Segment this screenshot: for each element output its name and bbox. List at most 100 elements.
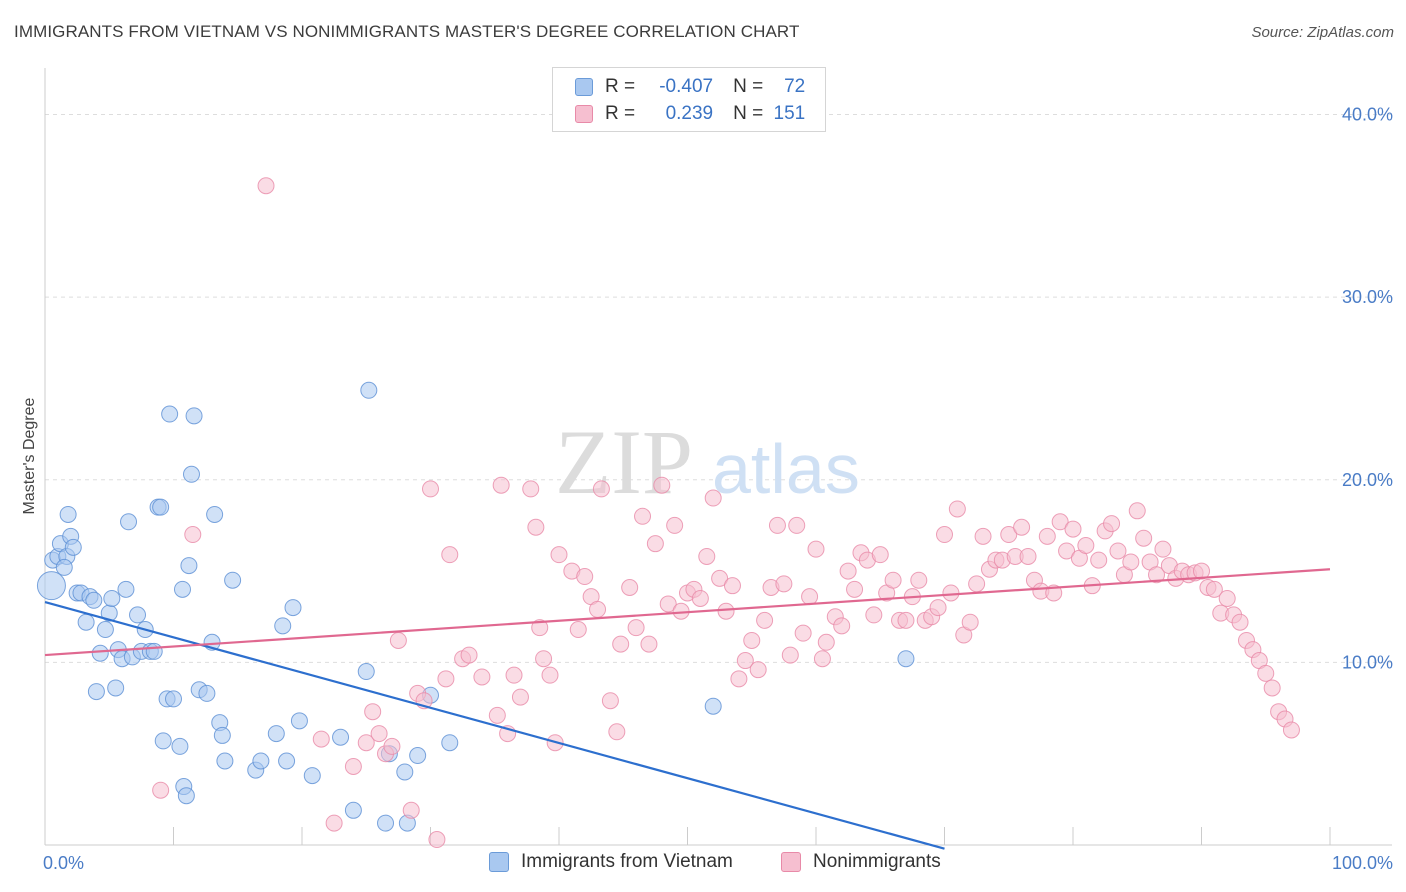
data-point-vietnam	[59, 505, 77, 523]
data-point-vietnam	[177, 787, 195, 805]
data-point-nonimmigrants	[550, 546, 568, 564]
legend-swatch-nonimmigrants	[781, 852, 801, 872]
data-point-vietnam	[87, 683, 105, 701]
data-point-nonimmigrants	[704, 489, 722, 507]
data-point-vietnam	[252, 752, 270, 770]
data-point-nonimmigrants	[736, 652, 754, 670]
data-point-nonimmigrants	[522, 480, 540, 498]
data-point-nonimmigrants	[592, 480, 610, 498]
data-point-nonimmigrants	[344, 757, 362, 775]
data-point-nonimmigrants	[646, 535, 664, 553]
data-point-vietnam	[154, 732, 172, 750]
data-point-nonimmigrants	[846, 580, 864, 598]
data-point-vietnam	[91, 644, 109, 662]
data-point-vietnam	[377, 814, 395, 832]
data-point-nonimmigrants	[511, 688, 529, 706]
data-point-nonimmigrants	[936, 526, 953, 544]
data-point-nonimmigrants	[717, 602, 735, 620]
data-point-nonimmigrants	[781, 646, 799, 664]
axes	[44, 68, 1392, 846]
data-point-nonimmigrants	[364, 703, 382, 721]
data-point-vietnam	[103, 589, 121, 607]
data-point-nonimmigrants	[370, 725, 388, 743]
data-point-nonimmigrants	[723, 577, 741, 595]
watermark-atlas: atlas	[712, 430, 860, 508]
data-point-vietnam	[152, 498, 170, 516]
data-point-nonimmigrants	[749, 661, 767, 679]
data-point-vietnam	[182, 465, 200, 483]
data-point-vietnam	[185, 407, 203, 425]
data-point-nonimmigrants	[184, 526, 202, 544]
data-point-nonimmigrants	[1051, 513, 1069, 531]
data-point-nonimmigrants	[768, 516, 786, 534]
data-point-nonimmigrants	[948, 500, 966, 518]
data-point-nonimmigrants	[897, 611, 915, 629]
data-point-vietnam	[357, 663, 375, 681]
data-point-nonimmigrants	[505, 666, 523, 684]
trend-lines	[44, 568, 1331, 850]
data-point-nonimmigrants	[589, 600, 607, 618]
chart-title: IMMIGRANTS FROM VIETNAM VS NONIMMIGRANTS…	[14, 22, 800, 41]
data-point-nonimmigrants	[788, 516, 806, 534]
data-point-nonimmigrants	[1263, 679, 1281, 697]
data-point-nonimmigrants	[569, 621, 587, 639]
data-point-nonimmigrants	[1231, 613, 1249, 631]
data-point-nonimmigrants	[666, 516, 684, 534]
data-point-nonimmigrants	[1019, 547, 1037, 565]
data-point-nonimmigrants	[1000, 526, 1018, 544]
data-point-nonimmigrants	[1077, 537, 1095, 555]
data-point-nonimmigrants	[833, 617, 851, 635]
data-point-nonimmigrants	[1038, 527, 1056, 545]
data-point-nonimmigrants	[871, 546, 889, 564]
data-point-nonimmigrants	[612, 635, 630, 653]
y-tick-label: 40.0%	[1342, 105, 1393, 125]
watermark: ZIP atlas	[555, 411, 860, 513]
data-point-vietnam	[198, 684, 216, 702]
data-point-nonimmigrants	[621, 579, 639, 597]
data-point-vietnam	[180, 557, 198, 575]
y-tick-label: 20.0%	[1342, 470, 1393, 490]
legend-label-vietnam: Immigrants from Vietnam	[521, 851, 733, 872]
data-point-nonimmigrants	[488, 706, 506, 724]
data-point-nonimmigrants	[942, 584, 960, 602]
data-point-nonimmigrants	[492, 476, 510, 494]
data-point-nonimmigrants	[1064, 520, 1082, 538]
data-point-nonimmigrants	[402, 801, 420, 819]
data-point-nonimmigrants	[422, 480, 439, 498]
data-point-vietnam	[344, 801, 362, 819]
legend-swatch-vietnam	[489, 852, 509, 872]
data-point-nonimmigrants	[813, 650, 831, 668]
legend-row-vietnam: R = -0.407 N = 72	[575, 75, 805, 99]
data-point-nonimmigrants	[1128, 502, 1146, 520]
data-point-nonimmigrants	[730, 670, 748, 688]
data-point-nonimmigrants	[711, 569, 729, 587]
data-point-vietnam	[64, 538, 82, 556]
data-point-vietnam	[897, 650, 915, 668]
data-point-nonimmigrants	[640, 635, 658, 653]
data-point-nonimmigrants	[428, 831, 446, 849]
data-point-vietnam	[77, 613, 95, 631]
legend-row-nonimmigrants: R = 0.239 N = 151	[575, 102, 805, 126]
data-point-nonimmigrants	[1205, 580, 1223, 598]
data-point-nonimmigrants	[865, 606, 883, 624]
data-point-nonimmigrants	[884, 571, 902, 589]
data-point-vietnam	[274, 617, 292, 635]
data-point-vietnam	[303, 767, 321, 785]
data-point-vietnam	[120, 513, 138, 531]
legend-n-value: 72	[784, 76, 806, 97]
legend-item-nonimmigrants[interactable]: Nonimmigrants	[781, 851, 941, 873]
data-point-nonimmigrants	[576, 568, 594, 586]
data-point-vietnam	[171, 737, 189, 755]
data-point-nonimmigrants	[743, 631, 761, 649]
stats-legend: R = -0.407 N = 72 R = 0.239 N = 151	[552, 67, 826, 132]
source-label: Source: ZipAtlas.com	[1251, 24, 1394, 41]
legend-label-nonimmigrants: Nonimmigrants	[813, 851, 941, 872]
data-point-nonimmigrants	[807, 540, 825, 558]
legend-r-value: 0.239	[665, 103, 714, 124]
legend-item-vietnam[interactable]: Immigrants from Vietnam	[489, 851, 733, 873]
data-point-vietnam	[216, 752, 234, 770]
data-point-nonimmigrants	[437, 670, 455, 688]
series-legend: Immigrants from Vietnam Nonimmigrants	[0, 851, 1406, 879]
data-point-vietnam	[213, 726, 231, 744]
